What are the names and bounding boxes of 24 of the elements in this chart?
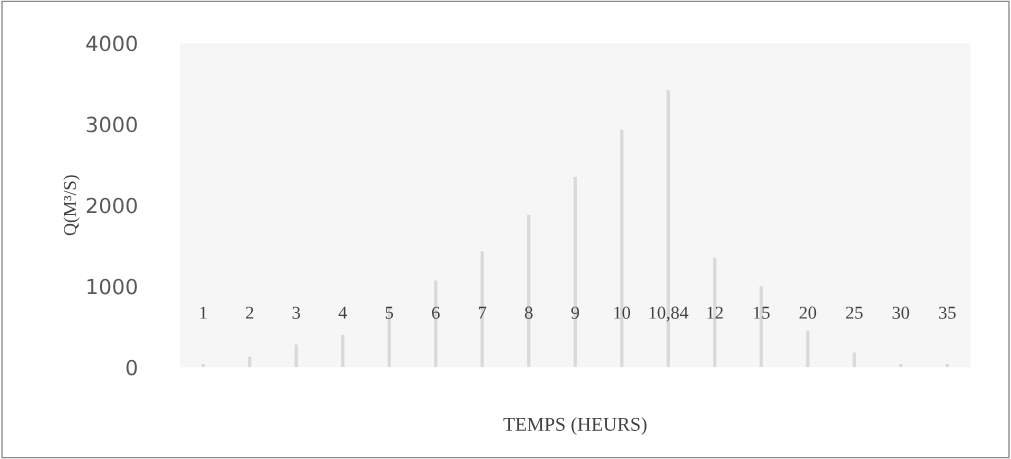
x-tick-label: 10 — [614, 306, 631, 319]
x-tick-label: 30 — [892, 306, 910, 319]
x-tick-label: 4 — [338, 306, 347, 319]
x-tick-label: 8 — [524, 306, 533, 319]
x-tick-label: 5 — [385, 306, 394, 319]
x-tick-label: 2 — [246, 306, 254, 319]
y-tick-label: 2000 — [86, 197, 137, 214]
x-tick-label: 7 — [478, 306, 487, 319]
x-tick-label: 12 — [707, 306, 723, 319]
x-axis-title: TEMPS (HEURS) — [503, 417, 647, 435]
y-axis-title: Q(M³/S) — [63, 175, 80, 236]
x-tick-label: 20 — [799, 306, 817, 319]
y-tick-label: 3000 — [86, 116, 137, 133]
x-tick-label: 3 — [292, 306, 301, 319]
x-tick-label: 10,84 — [649, 306, 689, 322]
y-tick-label: 1000 — [87, 278, 137, 295]
y-tick-label: 0 — [126, 359, 137, 376]
y-tick-label: 4000 — [86, 35, 137, 52]
x-tick-label: 35 — [939, 306, 956, 319]
x-tick-label: 15 — [753, 306, 770, 319]
x-tick-label: 25 — [846, 306, 863, 319]
x-tick-label: 6 — [432, 306, 440, 319]
x-tick-label: 1 — [200, 306, 207, 319]
x-tick-label: 9 — [571, 306, 580, 319]
